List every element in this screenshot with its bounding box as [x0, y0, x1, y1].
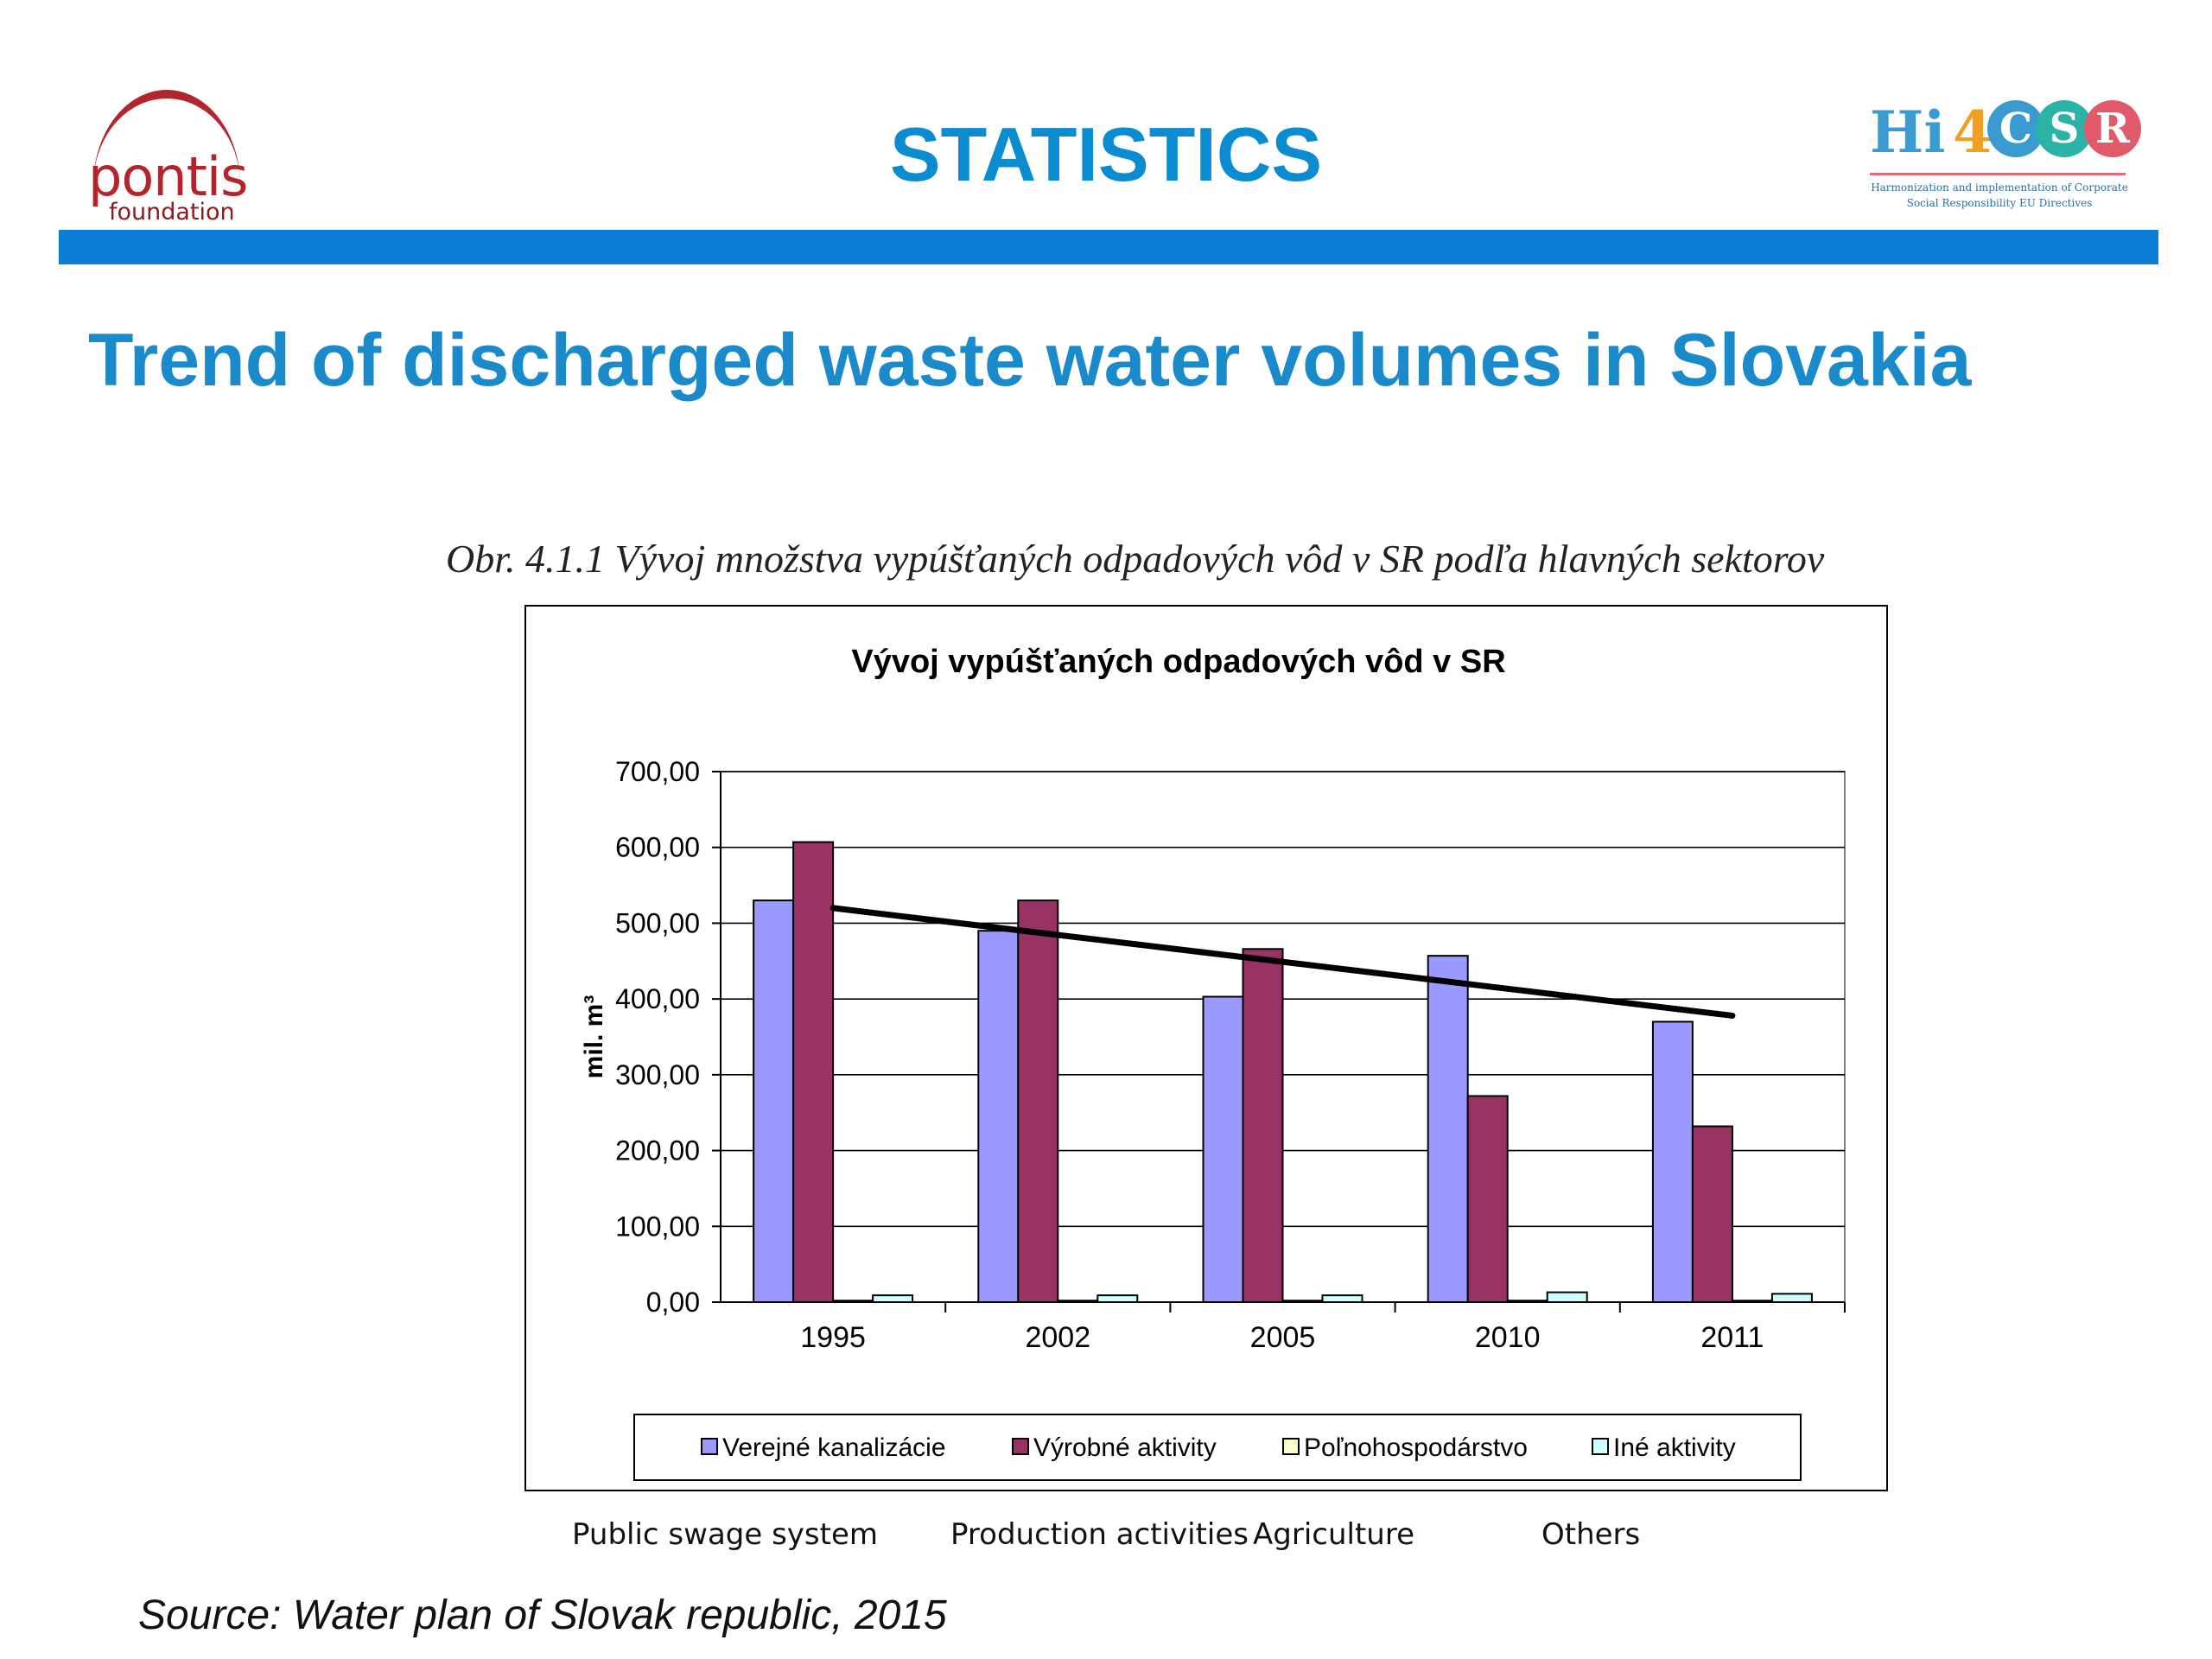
legend-box [633, 1414, 1802, 1481]
logo-letter-r: R [2084, 100, 2141, 157]
y-tick-label: 500,00 [615, 907, 700, 938]
chart-trendline [830, 905, 1736, 1019]
logo-name: pontis [88, 145, 248, 208]
y-tick-label: 0,00 [646, 1287, 700, 1318]
chart-title: Vývoj vypúšťaných odpadových vôd v SR [851, 644, 1505, 680]
bar [1017, 899, 1059, 1303]
legend-label: Výrobné aktivity [1033, 1433, 1217, 1462]
bar [1427, 955, 1469, 1303]
bar [1770, 1293, 1813, 1304]
logo-arc [93, 90, 240, 185]
legend-swatch [1012, 1438, 1029, 1455]
bar [1546, 1291, 1588, 1304]
chart-axes: 0,00 100,00 200,00 300,00 400,00 500,00 600,00… [615, 756, 1846, 1354]
legend-swatch [1592, 1438, 1609, 1455]
header-title: STATISTICS [889, 111, 1323, 197]
y-tick-label: 200,00 [615, 1135, 700, 1166]
x-tick-label: 2010 [1475, 1321, 1541, 1354]
logo-rule [1870, 173, 2126, 175]
legend-swatch [701, 1438, 718, 1455]
logo-letter-c: C [1987, 100, 2044, 157]
legend-label: Iné aktivity [1613, 1433, 1736, 1462]
x-tick-label: 2011 [1700, 1321, 1764, 1354]
bar [1242, 948, 1284, 1303]
bar [1691, 1125, 1733, 1304]
figure-caption: Obr. 4.1.1 Vývoj množstva vypúšťaných od… [446, 537, 1825, 581]
trendline [830, 905, 1736, 1019]
logo-hi: Hi [1870, 99, 1946, 166]
chart-legend: Verejné kanalizácie Výrobné aktivity Poľno… [633, 1414, 1802, 1481]
bar [1651, 1020, 1694, 1303]
pontis-foundation-logo: pontis foundation [86, 86, 248, 226]
logo-letter-s: S [2036, 100, 2093, 157]
header-divider-bar [59, 230, 2158, 264]
slide-title: Trend of discharged waste water volumes … [88, 319, 1972, 402]
hi4csr-logo: Hi 4 C S R Harmonization and implementat… [1866, 93, 2160, 223]
bar [977, 930, 1020, 1303]
y-tick-label: 400,00 [615, 983, 700, 1014]
bar-chart: Vývoj vypúšťaných odpadových vôd v SR 0,… [580, 644, 1846, 1481]
y-tick-label: 300,00 [615, 1059, 700, 1090]
source-note: Source: Water plan of Slovak republic, 2… [138, 1592, 947, 1638]
bar [1466, 1095, 1509, 1303]
y-tick-label: 600,00 [615, 832, 700, 863]
x-tick-label: 2002 [1025, 1321, 1090, 1354]
legend-label: Verejné kanalizácie [722, 1433, 946, 1462]
bar [872, 1294, 914, 1303]
x-tick-label: 2005 [1250, 1321, 1316, 1354]
y-tick-label: 100,00 [615, 1211, 700, 1242]
bar [1321, 1294, 1363, 1303]
bar [792, 841, 835, 1303]
translated-legend-public-sewage: Public swage system [572, 1517, 879, 1552]
bar [753, 899, 795, 1303]
logo-subtitle: foundation [109, 199, 235, 226]
bar [1202, 995, 1244, 1303]
y-axis-label: mil. m³ [580, 995, 608, 1079]
x-tick-label: 1995 [800, 1321, 866, 1354]
translated-legend-others: Others [1541, 1517, 1641, 1552]
logo-four: 4 [1953, 99, 1993, 166]
chart-bars [753, 841, 1813, 1304]
bar [1096, 1294, 1139, 1303]
translated-legend-production: Production activities [950, 1517, 1249, 1552]
y-tick-label: 700,00 [615, 756, 700, 787]
translated-legend-agriculture: Agriculture [1253, 1517, 1414, 1552]
legend-swatch [1282, 1438, 1300, 1455]
logo-tagline: Harmonization and implementation of Corp… [1871, 181, 2128, 209]
legend-label: Poľnohospodárstvo [1304, 1433, 1528, 1462]
